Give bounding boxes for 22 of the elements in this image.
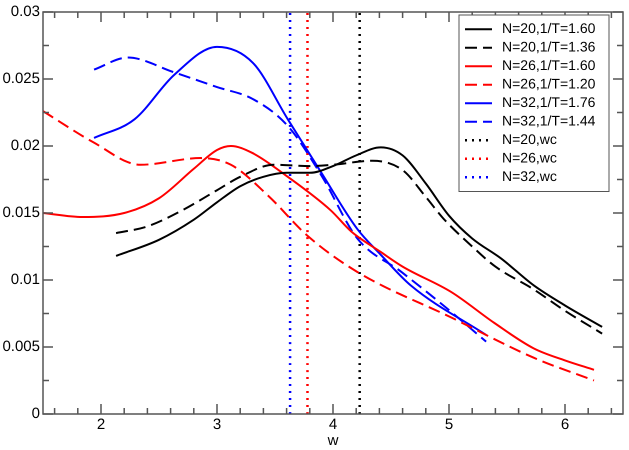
x-tick-label: 3 bbox=[212, 416, 222, 434]
y-tick-label: 0.005 bbox=[2, 338, 40, 356]
y-tick-label: 0.015 bbox=[2, 204, 40, 222]
legend-label: N=20,wc bbox=[502, 131, 557, 148]
x-axis-title: w bbox=[326, 432, 339, 450]
y-tick-label: 0.025 bbox=[2, 70, 40, 88]
legend-label: N=26,1/T=1.20 bbox=[502, 76, 596, 92]
y-tick-label: 0.03 bbox=[10, 3, 40, 20]
legend-label: N=32,wc bbox=[502, 168, 557, 184]
legend-label: N=32,1/T=1.76 bbox=[502, 94, 596, 110]
y-tick-label: 0 bbox=[32, 405, 40, 422]
legend-label: N=32,1/T=1.44 bbox=[502, 112, 596, 129]
legend-label: N=20,1/T=1.36 bbox=[502, 38, 596, 55]
y-tick-label: 0.01 bbox=[10, 271, 40, 288]
x-tick-label: 2 bbox=[96, 416, 106, 434]
x-tick-label: 4 bbox=[328, 416, 338, 434]
legend-label: N=26,1/T=1.60 bbox=[502, 57, 596, 74]
x-tick-label: 5 bbox=[444, 416, 454, 434]
y-tick-label: 0.02 bbox=[10, 137, 40, 154]
legend-label: N=20,1/T=1.60 bbox=[502, 20, 596, 36]
legend-label: N=26,wc bbox=[502, 150, 557, 166]
x-tick-label: 6 bbox=[560, 416, 570, 434]
